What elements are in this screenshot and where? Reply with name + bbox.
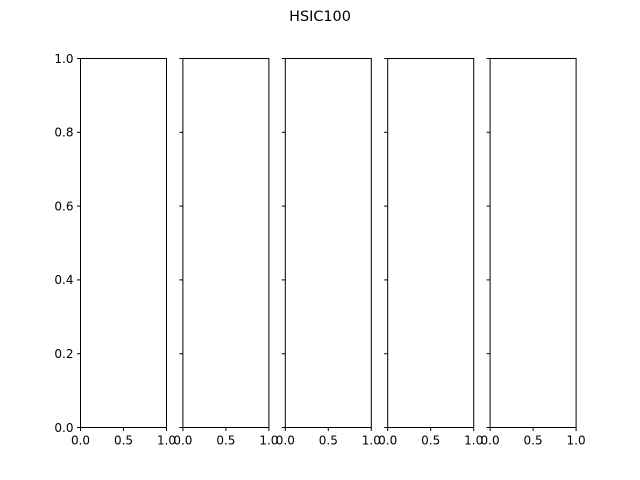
x-tick-label: 0.0 [173,434,192,448]
x-tick-label: 0.5 [216,434,235,448]
x-tick-label: 0.5 [421,434,440,448]
axes-frame [489,58,577,428]
x-tick-label: 1.0 [464,434,483,448]
axes-frame [284,58,372,428]
subplot-1: 0.0 0.5 1.0 0.0 0.2 0.4 0.6 0.8 1.0 [54,52,176,448]
axes-frame [182,58,270,428]
x-tick-label: 0.5 [114,434,133,448]
x-tick-label: 1.0 [259,434,278,448]
x-tick-label: 1.0 [157,434,176,448]
subplot-4: 0.0 0.5 1.0 [378,58,483,448]
chart-title: HSIC100 [289,9,351,25]
axes-frame [80,58,167,428]
x-tick-label: 1.0 [567,434,586,448]
y-tick-label: 0.4 [54,273,73,287]
y-tick-label: 0.2 [54,347,73,361]
x-tick-label: 0.5 [524,434,543,448]
subplot-5: 0.0 0.5 1.0 [481,58,586,448]
x-tick-label: 0.0 [378,434,397,448]
x-tick-label: 0.5 [319,434,338,448]
axes-frame [387,58,475,428]
y-tick-label: 0.6 [54,199,73,213]
y-tick-label: 0.0 [54,421,73,435]
x-tick-label: 0.0 [71,434,90,448]
y-tick-label: 0.8 [54,126,73,140]
panels-group: 0.0 0.5 1.00.00.20.40.60.81.00.0 0.5 1.00.0 0… [54,52,585,448]
y-tick-label: 1.0 [54,52,73,66]
subplot-2: 0.0 0.5 1.0 [173,58,278,448]
x-tick-label: 0.0 [481,434,500,448]
x-tick-label: 0.0 [276,434,295,448]
subplot-3: 0.0 0.5 1.0 [276,58,381,448]
x-tick-label: 1.0 [362,434,381,448]
